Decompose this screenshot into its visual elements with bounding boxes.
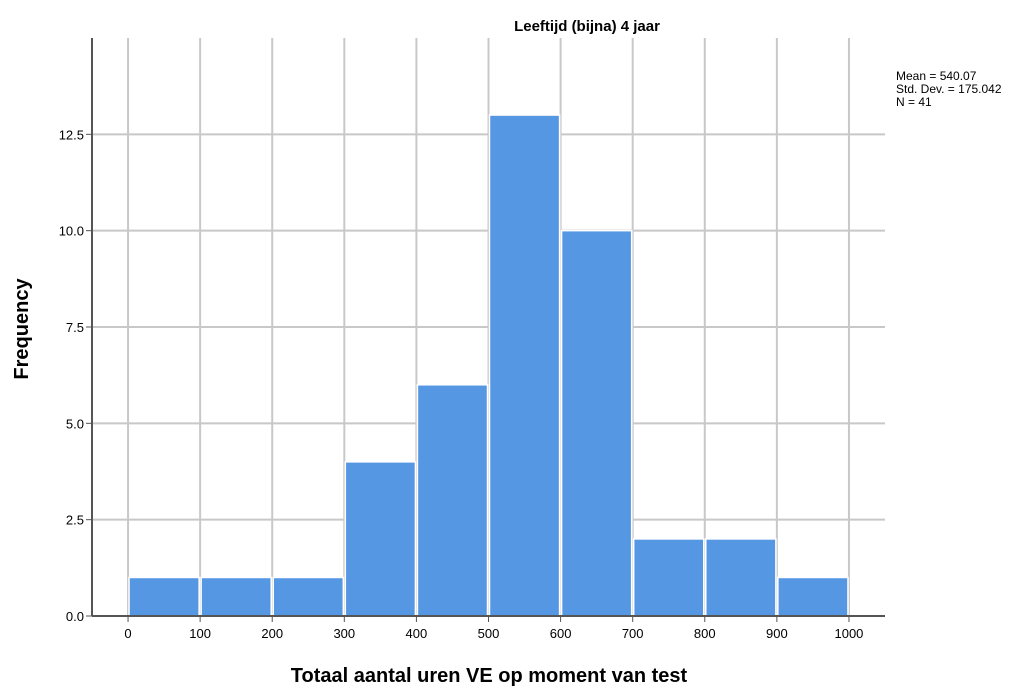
x-tick-label: 1000 (834, 626, 863, 641)
histogram-bar (344, 461, 417, 617)
y-tick-label: 2.5 (66, 513, 84, 528)
x-tick-label: 100 (189, 626, 211, 641)
stat-n: N = 41 (896, 95, 932, 109)
histogram-bar (272, 576, 345, 617)
x-tick-label: 800 (694, 626, 716, 641)
x-tick-label: 200 (261, 626, 283, 641)
x-tick-label: 600 (550, 626, 572, 641)
tick-labels: 0 100 200 300 400 500 600 700 800 900 1000 0.0 2.5 5.… (59, 127, 864, 641)
histogram-bar (200, 576, 272, 617)
histogram-bar (416, 384, 489, 617)
x-tick-label: 700 (622, 626, 644, 641)
histogram-bar (632, 538, 705, 617)
histogram-bar (777, 576, 849, 617)
y-tick-label: 5.0 (66, 416, 84, 431)
x-tick-label: 0 (124, 626, 131, 641)
x-tick-label: 500 (478, 626, 500, 641)
grid (92, 38, 885, 616)
x-tick-label: 400 (406, 626, 428, 641)
stat-std-dev: Std. Dev. = 175.042 (896, 82, 1002, 96)
y-tick-label: 7.5 (66, 320, 84, 335)
y-tick-label: 0.0 (66, 609, 84, 624)
histogram-bar (705, 538, 777, 617)
histogram-bar (128, 576, 200, 617)
histogram-bar (560, 229, 633, 617)
axes (86, 38, 885, 622)
x-axis-label: Totaal aantal uren VE op moment van test (291, 665, 688, 686)
y-tick-label: 10.0 (59, 224, 84, 239)
bars (128, 114, 849, 617)
stat-mean: Mean = 540.07 (896, 69, 977, 83)
x-tick-label: 900 (766, 626, 788, 641)
y-tick-label: 12.5 (59, 127, 84, 142)
x-tick-label: 300 (333, 626, 355, 641)
y-axis-label: Frequency (11, 278, 33, 380)
histogram-bar (488, 114, 561, 617)
stats-box: Mean = 540.07 Std. Dev. = 175.042 N = 41 (896, 69, 1002, 109)
chart-title: Leeftijd (bijna) 4 jaar (514, 18, 660, 35)
